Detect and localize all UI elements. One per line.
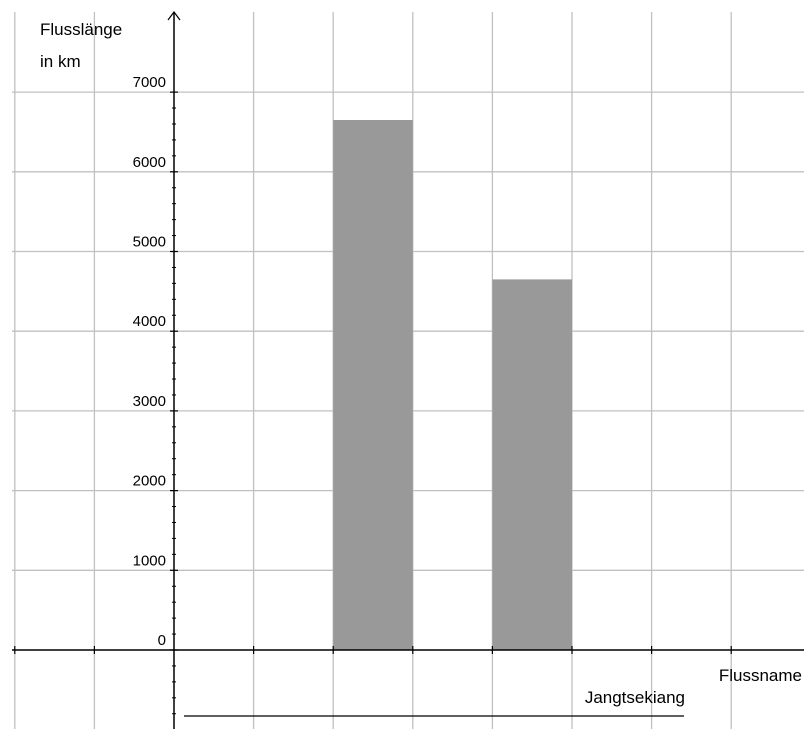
y-tick-label: 7000 (133, 74, 166, 91)
y-axis-title-line2: in km (40, 52, 81, 71)
y-tick-label: 0 (158, 632, 166, 649)
category-answer-label: Jangtsekiang (585, 688, 685, 707)
bars-layer (333, 119, 572, 651)
y-axis-arrow-icon (167, 11, 181, 21)
bar (492, 279, 572, 650)
labels-layer: Flusslänge in km Flussname Jangtsekiang (40, 20, 802, 717)
bar (333, 119, 413, 651)
y-tick-label: 4000 (133, 313, 166, 330)
y-tick-label: 2000 (133, 473, 166, 490)
y-tick-label: 5000 (133, 234, 166, 251)
y-tick-label: 3000 (133, 393, 166, 410)
x-axis-title: Flussname (719, 666, 802, 685)
axes-layer (12, 11, 804, 729)
y-tick-label: 6000 (133, 154, 166, 171)
y-axis-title-line1: Flusslänge (40, 20, 122, 39)
ticks-layer: 0 1000 2000 3000 4000 5000 6000 7000 (14, 74, 732, 715)
y-tick-label: 1000 (133, 552, 166, 569)
